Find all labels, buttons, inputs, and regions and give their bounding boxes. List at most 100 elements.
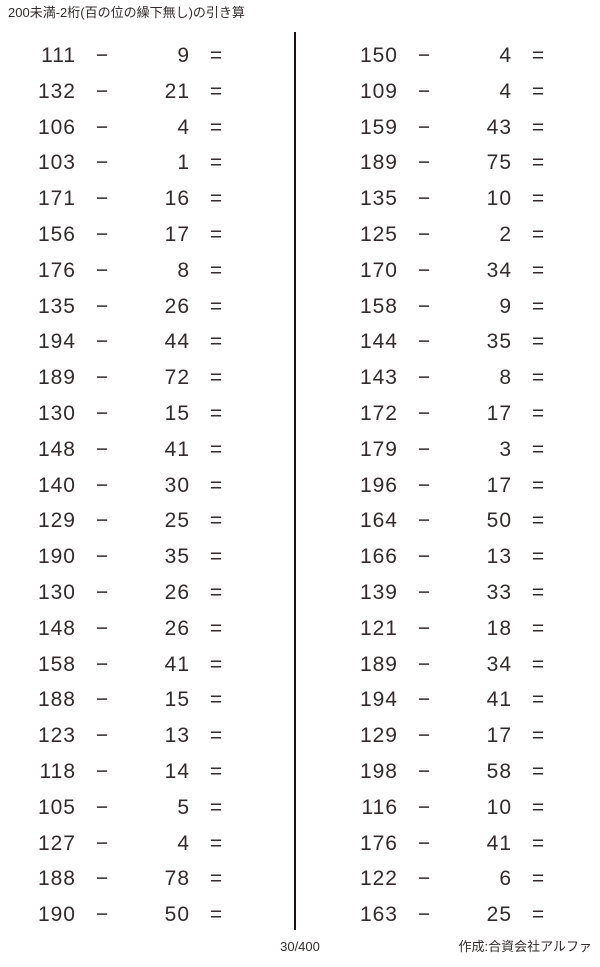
minuend: 144 (359, 330, 398, 354)
minus-operator: − (417, 294, 431, 318)
problem-row: 135− 10 = (330, 181, 592, 217)
subtrahend: 9 (499, 294, 512, 318)
minus-operator: − (95, 294, 109, 318)
problem-row: 109− 4 = (330, 74, 592, 110)
problem-row: 189− 75 = (330, 145, 592, 181)
subtrahend: 3 (499, 437, 512, 461)
equals-sign: = (531, 151, 545, 175)
minuend: 196 (359, 473, 398, 497)
minus-operator: − (417, 258, 431, 282)
minuend: 176 (37, 258, 76, 282)
equals-sign: = (209, 115, 223, 139)
subtrahend: 44 (164, 330, 190, 354)
minuend: 188 (37, 867, 76, 891)
problem-row: 190− 35 = (8, 539, 270, 575)
minuend: 166 (359, 545, 398, 569)
problem-row: 166− 13 = (330, 539, 592, 575)
subtrahend: 35 (486, 330, 512, 354)
problem-row: 196− 17 = (330, 468, 592, 504)
minuend: 103 (37, 151, 76, 175)
equals-sign: = (209, 509, 223, 533)
subtrahend: 25 (486, 903, 512, 927)
problem-row: 130− 15 = (8, 396, 270, 432)
minuend: 118 (39, 759, 76, 783)
problem-row: 176− 8 = (8, 253, 270, 289)
subtrahend: 34 (486, 258, 512, 282)
equals-sign: = (531, 258, 545, 282)
minus-operator: − (417, 366, 431, 390)
subtrahend: 35 (164, 545, 190, 569)
minus-operator: − (417, 724, 431, 748)
minuend: 109 (359, 79, 398, 103)
subtrahend: 8 (177, 258, 190, 282)
problem-row: 190− 50 = (8, 897, 270, 933)
minus-operator: − (417, 688, 431, 712)
minuend: 148 (37, 616, 76, 640)
subtrahend: 75 (486, 151, 512, 175)
problem-row: 163− 25 = (330, 897, 592, 933)
subtrahend: 50 (486, 509, 512, 533)
minus-operator: − (95, 616, 109, 640)
equals-sign: = (531, 795, 545, 819)
equals-sign: = (209, 867, 223, 891)
minus-operator: − (95, 473, 109, 497)
problem-row: 194− 44 = (8, 324, 270, 360)
equals-sign: = (531, 831, 545, 855)
subtrahend: 26 (164, 294, 190, 318)
subtrahend: 17 (486, 473, 512, 497)
equals-sign: = (209, 652, 223, 676)
minuend: 158 (37, 652, 76, 676)
subtrahend: 17 (486, 724, 512, 748)
minus-operator: − (417, 545, 431, 569)
minuend: 148 (37, 437, 76, 461)
subtrahend: 1 (177, 151, 190, 175)
minus-operator: − (95, 831, 109, 855)
minus-operator: − (417, 473, 431, 497)
minus-operator: − (417, 401, 431, 425)
problem-row: 132− 21 = (8, 74, 270, 110)
problem-row: 188− 15 = (8, 682, 270, 718)
minus-operator: − (95, 509, 109, 533)
problem-row: 148− 26 = (8, 611, 270, 647)
equals-sign: = (531, 580, 545, 604)
equals-sign: = (209, 258, 223, 282)
minuend: 159 (359, 115, 398, 139)
minus-operator: − (417, 759, 431, 783)
subtrahend: 72 (164, 366, 190, 390)
problem-row: 103− 1 = (8, 145, 270, 181)
minuend: 189 (37, 366, 76, 390)
subtrahend: 6 (499, 867, 512, 891)
page-title: 200未満-2桁(百の位の繰下無し)の引き算 (8, 5, 245, 20)
equals-sign: = (209, 44, 223, 67)
equals-sign: = (209, 366, 223, 390)
subtrahend: 33 (486, 580, 512, 604)
subtrahend: 17 (164, 222, 190, 246)
problem-row: 144− 35 = (330, 324, 592, 360)
minus-operator: − (417, 580, 431, 604)
minus-operator: − (95, 759, 109, 783)
minuend: 130 (37, 580, 76, 604)
subtrahend: 15 (164, 401, 190, 425)
problem-row: 172− 17 = (330, 396, 592, 432)
minuend: 163 (359, 903, 398, 927)
equals-sign: = (531, 652, 545, 676)
equals-sign: = (531, 545, 545, 569)
problem-row: 129− 25 = (8, 503, 270, 539)
minuend: 172 (359, 401, 398, 425)
problem-row: 140− 30 = (8, 468, 270, 504)
minuend: 116 (361, 795, 398, 819)
subtrahend: 58 (486, 759, 512, 783)
problem-row: 159− 43 = (330, 110, 592, 146)
equals-sign: = (209, 688, 223, 712)
subtrahend: 13 (486, 545, 512, 569)
minuend: 122 (359, 867, 398, 891)
subtrahend: 41 (164, 437, 190, 461)
problem-row: 129− 17 = (330, 718, 592, 754)
equals-sign: = (209, 580, 223, 604)
equals-sign: = (209, 795, 223, 819)
equals-sign: = (209, 187, 223, 211)
minuend: 170 (359, 258, 398, 282)
subtrahend: 50 (164, 903, 190, 927)
problem-column-right: 150−4 = 109−4 = 159−43 = 189−75 = 135−10 = 125−2 = 1… (330, 38, 592, 933)
